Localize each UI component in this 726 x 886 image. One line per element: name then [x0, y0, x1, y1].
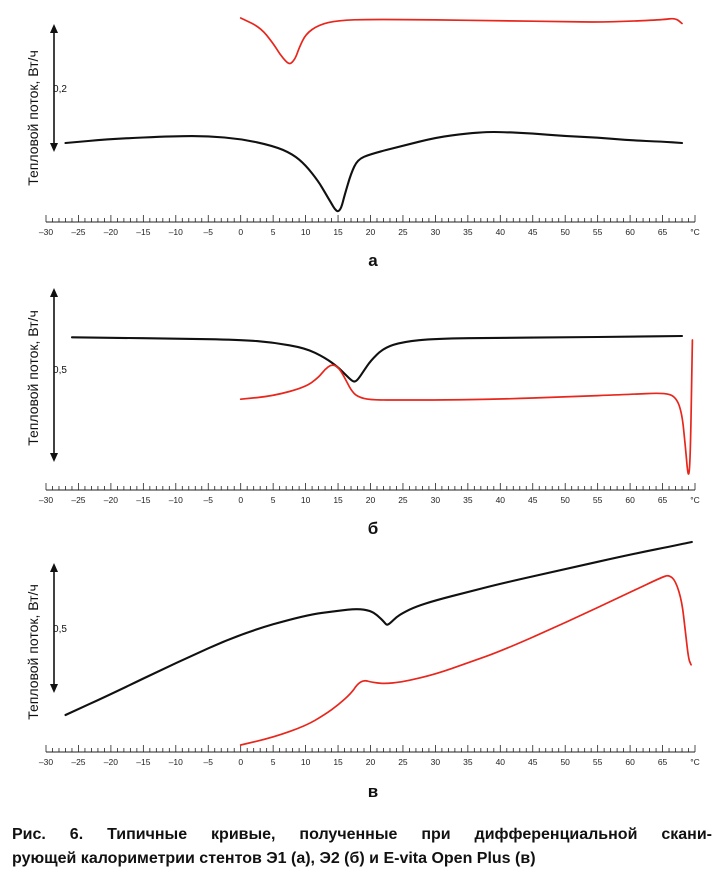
x-tick-label: °C: [690, 495, 700, 505]
black-curve: [64, 540, 693, 717]
y-axis-label: Тепловой поток, Вт/ч: [25, 50, 41, 186]
x-tick-label: 50: [560, 757, 570, 767]
caption-line-1: Рис. 6. Типичные кривые, полученные при …: [12, 826, 712, 843]
x-tick-label: –10: [169, 495, 183, 505]
x-tick-label: 40: [496, 495, 506, 505]
x-tick-label: 55: [593, 757, 603, 767]
x-tick-label: 25: [398, 227, 408, 237]
x-tick-label: 15: [333, 757, 343, 767]
y-arrow-head-top: [50, 288, 58, 297]
y-axis-label: Тепловой поток, Вт/ч: [25, 310, 41, 446]
x-tick-label: 35: [463, 227, 473, 237]
x-tick-label: 15: [333, 495, 343, 505]
x-tick-label: 45: [528, 757, 538, 767]
y-axis-label: Тепловой поток, Вт/ч: [25, 584, 41, 720]
caption-line-2: рующей калориметрии стентов Э1 (а), Э2 (…: [12, 850, 536, 867]
x-tick-label: 5: [271, 495, 276, 505]
x-tick-label: –20: [104, 757, 118, 767]
x-tick-label: –10: [169, 757, 183, 767]
x-tick-label: –15: [136, 495, 150, 505]
x-tick-label: 20: [366, 227, 376, 237]
x-tick-label: 30: [431, 227, 441, 237]
x-tick-label: 0: [238, 227, 243, 237]
y-scale-mark: 0,2: [53, 84, 67, 95]
x-tick-label: 30: [431, 757, 441, 767]
x-tick-label: –5: [204, 227, 214, 237]
x-tick-label: 40: [496, 227, 506, 237]
x-tick-label: –30: [39, 227, 53, 237]
y-arrow-head-bottom: [50, 453, 58, 462]
x-tick-label: 45: [528, 495, 538, 505]
x-tick-label: 60: [625, 227, 635, 237]
x-tick-label: –5: [204, 495, 214, 505]
x-tick-label: 60: [625, 495, 635, 505]
x-tick-label: 55: [593, 495, 603, 505]
red-curve: [239, 17, 683, 65]
panel-letter: б: [368, 519, 379, 538]
x-tick-label: 60: [625, 757, 635, 767]
x-tick-label: 5: [271, 227, 276, 237]
x-tick-label: –25: [71, 757, 85, 767]
dsc-figure: –30 –25 –20 –15 –10 –5 0 5 10 15 20 25 30 35 40 45 50 55 6…: [25, 17, 700, 801]
x-tick-label: –25: [71, 227, 85, 237]
x-tick-label: 40: [496, 757, 506, 767]
x-tick-label: 35: [463, 757, 473, 767]
x-tick-label: –15: [136, 227, 150, 237]
black-curve: [64, 130, 684, 213]
x-tick-label: 20: [366, 757, 376, 767]
y-scale-mark: 0,5: [53, 624, 67, 635]
x-tick-label: –25: [71, 495, 85, 505]
x-tick-label: °C: [690, 757, 700, 767]
x-tick-label: 20: [366, 495, 376, 505]
chart-panel-1: –30 –25 –20 –15 –10 –5 0 5 10 15 20 25 30 35 40 45 50 55 6…: [25, 17, 700, 270]
x-tick-label: 65: [658, 757, 668, 767]
red-curve: [239, 574, 692, 746]
x-tick-label: –10: [169, 227, 183, 237]
x-tick-label: 65: [658, 227, 668, 237]
figure-caption: Рис. 6. Типичные кривые, полученные при …: [12, 823, 712, 871]
x-tick-label: 0: [238, 495, 243, 505]
x-tick-label: 5: [271, 757, 276, 767]
x-tick-label: 30: [431, 495, 441, 505]
y-arrow-head-bottom: [50, 143, 58, 152]
y-arrow-head-bottom: [50, 684, 58, 693]
x-tick-label: °C: [690, 227, 700, 237]
x-tick-label: 0: [238, 757, 243, 767]
x-tick-label: 25: [398, 757, 408, 767]
x-tick-label: 35: [463, 495, 473, 505]
x-tick-label: 25: [398, 495, 408, 505]
x-tick-label: 10: [301, 227, 311, 237]
x-tick-label: –20: [104, 495, 118, 505]
x-tick-label: 65: [658, 495, 668, 505]
red-curve: [239, 339, 694, 475]
x-tick-label: 10: [301, 495, 311, 505]
x-tick-label: –15: [136, 757, 150, 767]
x-tick-label: –30: [39, 757, 53, 767]
x-tick-label: 15: [333, 227, 343, 237]
panel-letter: а: [368, 251, 378, 270]
y-scale-mark: 0,5: [53, 365, 67, 376]
x-tick-label: –5: [204, 757, 214, 767]
y-arrow-head-top: [50, 563, 58, 572]
x-tick-label: –30: [39, 495, 53, 505]
x-tick-label: 55: [593, 227, 603, 237]
y-arrow-head-top: [50, 24, 58, 33]
x-tick-label: 50: [560, 227, 570, 237]
panel-letter: в: [368, 782, 378, 801]
chart-panel-3: –30 –25 –20 –15 –10 –5 0 5 10 15 20 25 30 35 40 45 50 55 6…: [25, 540, 700, 801]
x-tick-label: 10: [301, 757, 311, 767]
chart-panel-2: –30 –25 –20 –15 –10 –5 0 5 10 15 20 25 30 35 40 45 50 55 6…: [25, 288, 700, 538]
black-curve: [70, 334, 684, 383]
x-tick-label: –20: [104, 227, 118, 237]
x-tick-label: 45: [528, 227, 538, 237]
x-tick-label: 50: [560, 495, 570, 505]
